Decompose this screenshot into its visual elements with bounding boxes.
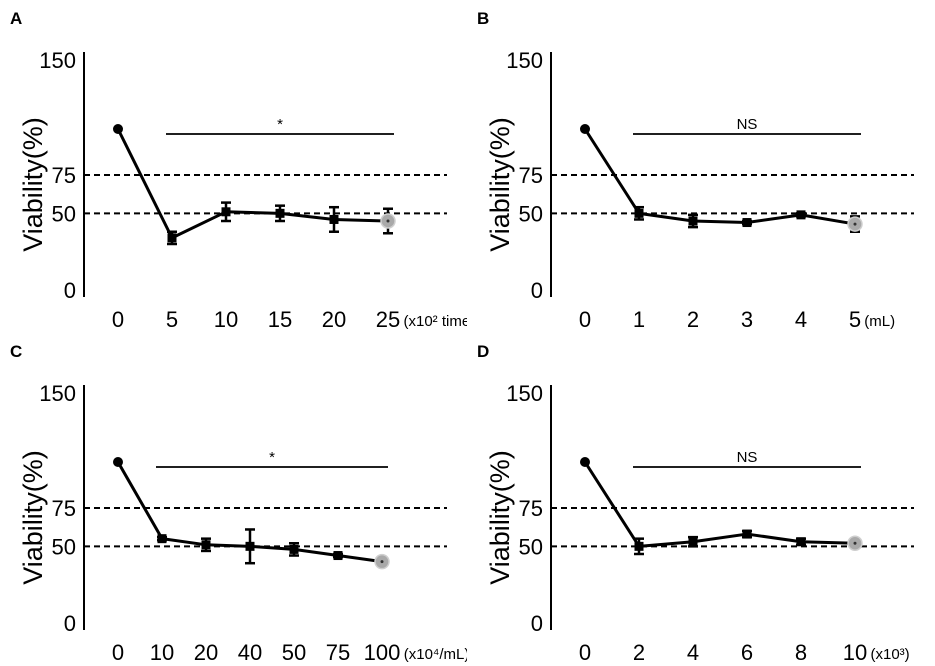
data-point — [289, 544, 299, 554]
data-point — [688, 216, 698, 226]
x-tick-label: 15 — [268, 307, 292, 332]
y-tick-label: 50 — [52, 201, 76, 226]
x-tick-label: 25 — [376, 307, 400, 332]
data-point — [245, 541, 255, 551]
data-point — [113, 457, 123, 467]
x-tick-label: 100 — [364, 640, 401, 665]
panel-d: D Viability(%) 0 50 75 150 NS 0 2 4 6 8 10 (x10³) — [467, 333, 934, 666]
y-tick-label: 0 — [64, 611, 76, 636]
x-tick-label: 0 — [112, 307, 124, 332]
x-unit-label: (x10⁴/mL) — [404, 646, 467, 663]
x-tick-label: 0 — [579, 640, 591, 665]
y-axis-label: Viability(%) — [485, 450, 515, 585]
x-tick-label: 0 — [579, 307, 591, 332]
panel-label: D — [477, 342, 489, 361]
data-point — [580, 124, 590, 134]
panel-c: C Viability(%) 0 50 75 150 * 0 10 20 40 50 75 100 (x10… — [0, 333, 467, 666]
data-point — [113, 124, 123, 134]
data-point — [275, 208, 285, 218]
x-unit-label: (mL) — [864, 313, 895, 330]
x-unit-label: (x10² times) — [404, 313, 468, 330]
series-line — [583, 461, 856, 548]
y-tick-label: 75 — [519, 496, 543, 521]
x-tick-label: 50 — [282, 640, 306, 665]
y-tick-label: 50 — [519, 201, 543, 226]
significance-label: NS — [737, 116, 758, 133]
significance-label: NS — [737, 449, 758, 466]
y-tick-label: 0 — [531, 278, 543, 303]
data-point — [634, 208, 644, 218]
data-point — [742, 529, 752, 539]
significance-label: * — [269, 449, 275, 466]
data-point — [742, 218, 752, 228]
viability-chart: D Viability(%) 0 50 75 150 NS 0 2 4 6 8 10 (x10³) — [477, 342, 914, 665]
y-axis-label: Viability(%) — [18, 450, 48, 585]
y-tick-label: 50 — [52, 534, 76, 559]
panel-a: A Viability(%) 0 50 75 150 * 0 5 10 15 20 25 (x10² ti… — [0, 0, 467, 333]
x-tick-label: 10 — [214, 307, 238, 332]
x-tick-label: 10 — [150, 640, 174, 665]
y-axis-label: Viability(%) — [18, 117, 48, 252]
x-tick-label: 4 — [795, 307, 807, 332]
y-tick-label: 75 — [52, 496, 76, 521]
x-tick-label: 2 — [633, 640, 645, 665]
data-point — [329, 214, 339, 224]
data-point — [796, 537, 806, 547]
y-tick-label: 150 — [506, 381, 543, 406]
y-axis-label: Viability(%) — [485, 117, 515, 252]
viability-chart: C Viability(%) 0 50 75 150 * 0 10 20 40 50 75 100 (x10… — [10, 342, 467, 665]
significance-label: * — [277, 116, 283, 133]
x-tick-label: 20 — [194, 640, 218, 665]
x-tick-label: 75 — [326, 640, 350, 665]
x-tick-label: 20 — [322, 307, 346, 332]
y-tick-label: 50 — [519, 534, 543, 559]
panel-label: A — [10, 9, 22, 28]
series-line — [116, 128, 389, 240]
x-tick-label: 10 — [843, 640, 867, 665]
x-tick-label: 40 — [238, 640, 262, 665]
x-tick-label: 0 — [112, 640, 124, 665]
y-tick-label: 0 — [64, 278, 76, 303]
panel-label: B — [477, 9, 489, 28]
viability-chart: B Viability(%) 0 50 75 150 NS 0 1 2 3 4 5 (mL) — [477, 9, 914, 332]
data-point — [167, 233, 177, 243]
data-point — [333, 551, 343, 561]
x-tick-label: 1 — [633, 307, 645, 332]
y-tick-label: 0 — [531, 611, 543, 636]
series-line — [583, 128, 856, 226]
y-tick-label: 150 — [39, 48, 76, 73]
y-tick-label: 150 — [39, 381, 76, 406]
data-point — [634, 541, 644, 551]
y-tick-label: 75 — [519, 163, 543, 188]
data-point — [580, 457, 590, 467]
x-tick-label: 8 — [795, 640, 807, 665]
x-tick-label: 4 — [687, 640, 699, 665]
panel-label: C — [10, 342, 22, 361]
x-tick-label: 5 — [166, 307, 178, 332]
data-point — [201, 540, 211, 550]
panel-b: B Viability(%) 0 50 75 150 NS 0 1 2 3 4 5 (mL) — [467, 0, 934, 333]
data-point — [221, 207, 231, 217]
y-tick-label: 150 — [506, 48, 543, 73]
data-point — [157, 534, 167, 544]
viability-chart: A Viability(%) 0 50 75 150 * 0 5 10 15 20 25 (x10² ti… — [10, 9, 468, 332]
x-tick-label: 2 — [687, 307, 699, 332]
x-tick-label: 5 — [849, 307, 861, 332]
x-unit-label: (x10³) — [871, 646, 910, 663]
x-tick-label: 6 — [741, 640, 753, 665]
y-tick-label: 75 — [52, 163, 76, 188]
data-point — [796, 210, 806, 220]
data-point — [688, 537, 698, 547]
x-tick-label: 3 — [741, 307, 753, 332]
